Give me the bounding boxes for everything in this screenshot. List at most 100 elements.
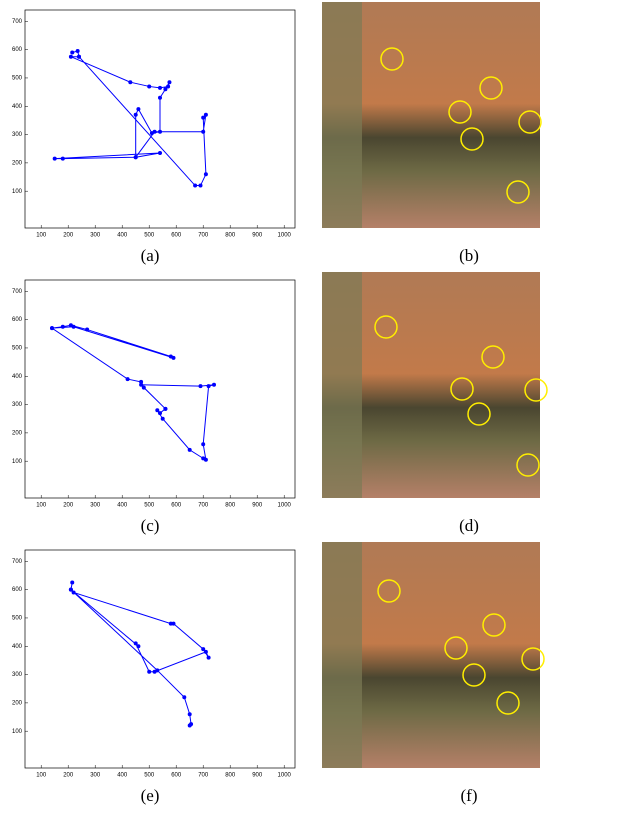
trajectory-point [201,130,205,134]
trajectory-point [61,325,65,329]
x-tick-label: 400 [117,503,128,509]
trajectory-point [76,49,80,53]
x-tick-label: 100 [36,773,47,779]
trajectory-point [158,86,162,90]
trajectory-point [158,151,162,155]
trajectory-point [147,84,151,88]
trajectory-point [204,172,208,176]
trajectory-point [199,384,203,388]
photo-b [322,2,541,228]
trajectory-point [207,656,211,660]
y-tick-label: 700 [12,19,23,25]
trajectory-point [158,96,162,100]
y-tick-label: 300 [12,402,23,408]
trajectory-point [69,55,73,59]
trajectory-point [155,668,159,672]
y-tick-label: 600 [12,587,23,593]
x-tick-label: 300 [90,233,101,239]
x-tick-label: 500 [144,233,155,239]
caption: (c) [141,516,160,535]
trajectory-point [128,80,132,84]
trajectory-point [188,448,192,452]
trajectory-point [136,644,140,648]
trajectory-point [172,622,176,626]
caption: (b) [459,246,479,265]
x-tick-label: 200 [63,773,74,779]
trajectory-point [188,712,192,716]
trajectory-point [134,113,138,117]
trajectory-point [134,155,138,159]
trajectory-point [69,588,73,592]
x-tick-label: 1000 [278,503,292,509]
trajectory-point [158,130,162,134]
trajectory-point [70,581,74,585]
trajectory-point [126,377,130,381]
caption: (e) [141,786,160,805]
caption: (d) [459,516,479,535]
trajectory-point [136,107,140,111]
trajectory-point [212,383,216,387]
trajectory-point [161,417,165,421]
x-tick-label: 700 [198,233,209,239]
y-tick-label: 100 [12,189,23,195]
trajectory-point [204,650,208,654]
y-tick-label: 600 [12,317,23,323]
x-tick-label: 700 [198,773,209,779]
trajectory-point [188,724,192,728]
trajectory-point [61,157,65,161]
trajectory-point [182,695,186,699]
y-tick-label: 400 [12,374,23,380]
x-tick-label: 700 [198,503,209,509]
trajectory-point [193,184,197,188]
trajectory-point [50,326,54,330]
trajectory-point [172,356,176,360]
x-tick-label: 600 [171,503,182,509]
x-tick-label: 400 [117,773,128,779]
photo-f [322,542,544,768]
x-tick-label: 600 [171,233,182,239]
x-tick-label: 600 [171,773,182,779]
y-tick-label: 500 [12,346,23,352]
y-tick-label: 500 [12,616,23,622]
trajectory-point [77,55,81,59]
trajectory-point [167,80,171,84]
x-tick-label: 1000 [278,773,292,779]
x-tick-label: 500 [144,773,155,779]
trajectory-point [207,384,211,388]
y-tick-label: 700 [12,289,23,295]
x-tick-label: 800 [225,773,236,779]
x-tick-label: 800 [225,233,236,239]
x-tick-label: 200 [63,503,74,509]
y-tick-label: 300 [12,672,23,678]
y-tick-label: 700 [12,559,23,565]
x-tick-label: 800 [225,503,236,509]
trajectory-point [204,458,208,462]
x-tick-label: 200 [63,233,74,239]
x-tick-label: 400 [117,233,128,239]
y-tick-label: 100 [12,729,23,735]
caption: (a) [141,246,160,265]
x-tick-label: 500 [144,503,155,509]
y-tick-label: 200 [12,700,23,706]
y-tick-label: 400 [12,644,23,650]
trajectory-point [139,383,143,387]
x-tick-label: 1000 [278,233,292,239]
x-tick-label: 300 [90,503,101,509]
x-tick-label: 900 [252,503,263,509]
x-tick-label: 900 [252,773,263,779]
caption: (f) [461,786,478,805]
trajectory-point [201,116,205,120]
trajectory-point [85,328,89,332]
x-tick-label: 300 [90,773,101,779]
x-tick-label: 100 [36,503,47,509]
figure: 100 200 300 400 500 600 700 800 900 1000 100 200 300… [0,0,620,810]
y-tick-label: 400 [12,104,23,110]
y-tick-label: 300 [12,132,23,138]
trajectory-point [199,184,203,188]
trajectory-point [53,157,57,161]
x-tick-label: 900 [252,233,263,239]
trajectory-point [70,50,74,54]
y-tick-label: 200 [12,430,23,436]
trajectory-point [72,325,76,329]
trajectory-point [163,87,167,91]
